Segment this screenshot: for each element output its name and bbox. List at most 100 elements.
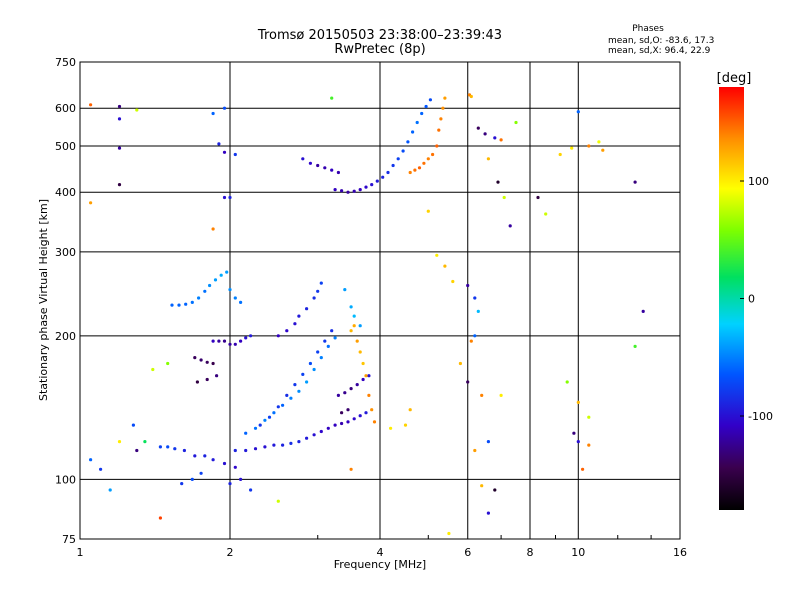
data-point [297, 314, 301, 318]
x-tick-label: 8 [527, 546, 534, 559]
chart-title: Tromsø 20150503 23:38:00–23:39:43 [257, 28, 502, 43]
data-point [117, 440, 122, 444]
data-point [558, 152, 562, 157]
data-point [601, 148, 605, 152]
data-point [486, 511, 490, 515]
data-point [267, 415, 272, 419]
data-point [473, 296, 477, 300]
data-point [173, 447, 177, 451]
data-point [406, 140, 410, 144]
data-point [199, 358, 203, 362]
data-point [352, 324, 356, 328]
data-point [117, 117, 122, 121]
x-tick-label: 2 [227, 546, 234, 559]
colorbar-tick-label: -100 [748, 410, 773, 423]
data-point [222, 150, 227, 154]
data-point [249, 488, 253, 492]
colorbar-label: [deg] [717, 71, 752, 86]
x-tick-label: 10 [571, 546, 585, 559]
data-point [151, 367, 155, 372]
data-point [536, 195, 540, 200]
data-point [466, 283, 470, 288]
data-point [352, 417, 356, 421]
data-point [496, 180, 500, 184]
data-point [370, 183, 374, 187]
y-tick-label: 750 [55, 56, 76, 69]
data-point [143, 440, 147, 444]
data-point [435, 144, 439, 148]
data-point [417, 166, 422, 170]
data-point [572, 431, 576, 435]
data-point [336, 170, 340, 175]
data-point [576, 400, 580, 404]
data-point [372, 420, 377, 424]
data-point [469, 339, 473, 343]
data-point [587, 443, 591, 447]
data-point [215, 374, 219, 378]
data-point [211, 361, 215, 366]
data-point [415, 120, 419, 125]
data-point [211, 339, 215, 343]
data-point [447, 531, 451, 536]
data-point [349, 329, 353, 333]
data-point [437, 128, 441, 132]
y-tick-label: 600 [55, 102, 76, 115]
data-point [441, 106, 445, 110]
data-point [316, 163, 320, 168]
data-point [239, 300, 243, 304]
data-point [272, 411, 276, 415]
data-point [473, 334, 477, 338]
data-point [340, 421, 344, 426]
data-point [401, 149, 405, 153]
data-point [199, 471, 203, 475]
data-point [391, 163, 395, 168]
data-point [281, 443, 285, 447]
colorbar [719, 87, 744, 510]
data-point [117, 183, 122, 187]
data-point [158, 445, 162, 449]
data-point [352, 314, 356, 318]
data-point [108, 488, 112, 492]
data-point [493, 136, 497, 140]
phases-heading: Phases [632, 24, 664, 34]
data-point [364, 411, 368, 415]
data-point [428, 98, 432, 102]
data-point [233, 152, 237, 157]
data-point [211, 111, 215, 116]
data-point [473, 448, 477, 453]
y-axis-ticks: 75 100 200 300 400 500 600 750 [55, 56, 76, 546]
phases-stats-x: mean, sd,X: 96.4, 22.9 [608, 46, 711, 56]
data-point [117, 104, 122, 109]
data-point [358, 188, 362, 192]
data-point [228, 342, 232, 346]
data-point [285, 393, 289, 397]
data-point [135, 108, 139, 112]
data-point [203, 289, 207, 293]
data-point [587, 144, 591, 148]
data-point [581, 467, 585, 471]
data-point [177, 303, 181, 307]
x-axis-ticks: 1 2 4 6 8 10 16 [77, 535, 687, 559]
data-point [208, 283, 212, 288]
data-point [633, 344, 637, 348]
data-point [330, 96, 334, 100]
data-point [99, 467, 103, 471]
data-point [166, 445, 170, 449]
data-point [222, 195, 227, 200]
data-point [135, 448, 139, 453]
data-point [312, 296, 316, 300]
phases-stats-o: mean, sd,O: -83.6, 17.3 [608, 36, 714, 46]
data-point [323, 339, 327, 343]
data-point [349, 467, 353, 471]
colorbar-ticks: 100 0 -100 [740, 175, 773, 423]
data-point [565, 380, 569, 384]
data-point [364, 185, 368, 189]
data-point [420, 111, 424, 116]
data-point [308, 361, 312, 366]
data-point [386, 170, 390, 175]
data-point [370, 408, 374, 412]
data-point [439, 117, 443, 121]
data-point [499, 138, 503, 142]
data-point [249, 334, 253, 338]
x-tick-label: 16 [673, 546, 687, 559]
